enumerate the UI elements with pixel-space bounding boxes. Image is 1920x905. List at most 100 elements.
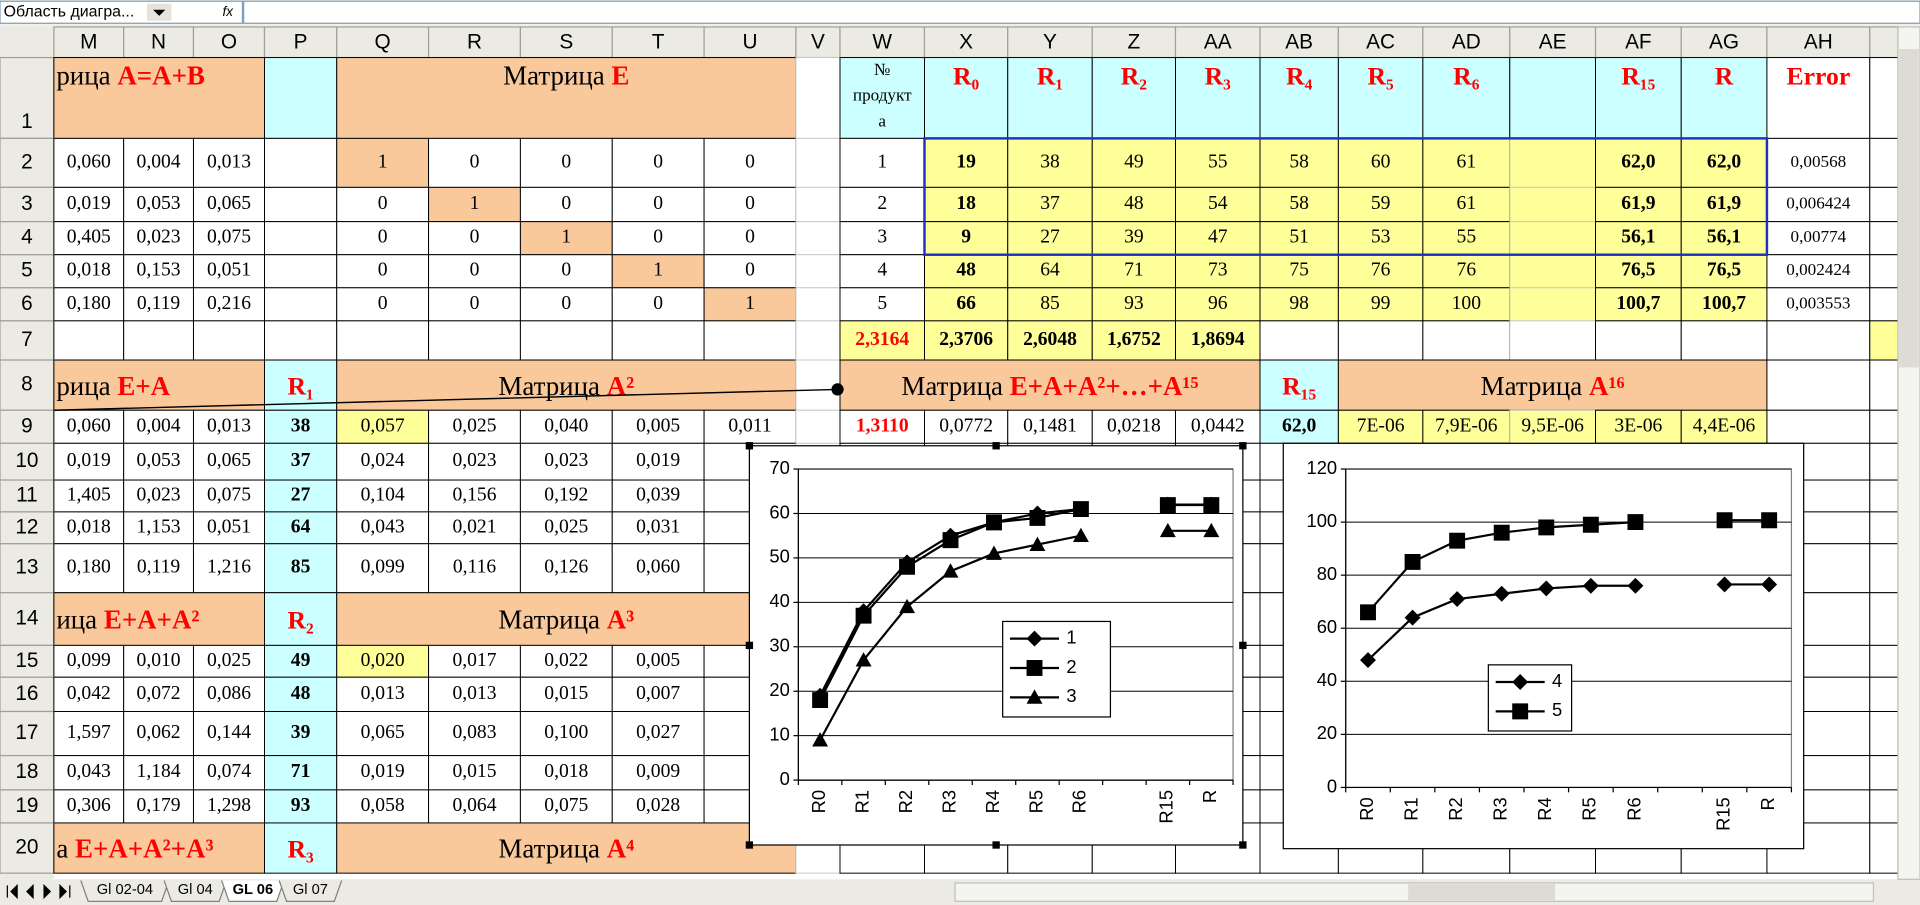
cell[interactable]: [1766, 359, 1871, 411]
cell[interactable]: [611, 789, 705, 824]
cell[interactable]: [336, 822, 797, 874]
cell[interactable]: [795, 57, 841, 139]
cell[interactable]: [1766, 254, 1871, 289]
cell[interactable]: [611, 711, 705, 757]
cell[interactable]: [795, 359, 841, 411]
cell[interactable]: [123, 755, 194, 791]
cell[interactable]: [611, 755, 705, 791]
cell[interactable]: [336, 543, 430, 594]
row-header[interactable]: [0, 479, 55, 513]
cell[interactable]: [264, 57, 338, 139]
cell[interactable]: [1869, 711, 1899, 757]
cell[interactable]: [336, 320, 430, 361]
cell[interactable]: [53, 511, 125, 545]
cell[interactable]: [123, 644, 194, 678]
cell[interactable]: [1680, 57, 1768, 139]
cell[interactable]: [1259, 221, 1339, 256]
column-header[interactable]: [1007, 26, 1093, 59]
column-header[interactable]: [1337, 26, 1424, 59]
cell[interactable]: [703, 186, 797, 223]
cell[interactable]: [192, 254, 265, 289]
column-header[interactable]: [427, 26, 522, 59]
cell[interactable]: [1259, 359, 1339, 411]
column-header[interactable]: [519, 26, 613, 59]
cell[interactable]: [1869, 320, 1899, 361]
fx-button[interactable]: fx: [223, 4, 235, 19]
cell[interactable]: [428, 543, 521, 594]
cell[interactable]: [1007, 186, 1093, 223]
cell[interactable]: [1175, 57, 1261, 139]
cell[interactable]: [1422, 287, 1511, 322]
cell[interactable]: [336, 789, 430, 824]
cell[interactable]: [53, 287, 125, 322]
cell[interactable]: [611, 442, 705, 481]
cell[interactable]: [264, 711, 338, 757]
name-box[interactable]: [0, 0, 244, 24]
cell[interactable]: [192, 442, 265, 481]
cell[interactable]: [123, 676, 194, 712]
cell[interactable]: [192, 137, 265, 188]
row-header[interactable]: [0, 254, 55, 289]
cell[interactable]: [123, 409, 194, 444]
cell[interactable]: [1766, 409, 1871, 444]
column-header[interactable]: [53, 26, 125, 59]
cell[interactable]: [1091, 254, 1176, 289]
cell[interactable]: [1509, 320, 1596, 361]
resize-handle[interactable]: [992, 442, 1000, 450]
cell[interactable]: [795, 287, 841, 322]
row-header[interactable]: [0, 186, 55, 223]
vertical-scroll-thumb[interactable]: [1899, 48, 1919, 368]
cell[interactable]: [123, 137, 194, 188]
column-header[interactable]: [1766, 26, 1871, 59]
resize-handle[interactable]: [745, 641, 754, 650]
cell[interactable]: [611, 137, 705, 188]
cell[interactable]: [1509, 221, 1596, 256]
cell[interactable]: [1422, 409, 1511, 444]
sheet-tab[interactable]: [163, 880, 228, 902]
cell[interactable]: [1337, 320, 1424, 361]
cell[interactable]: [192, 320, 265, 361]
cell[interactable]: [428, 755, 521, 791]
cell[interactable]: [519, 789, 613, 824]
cell[interactable]: [264, 254, 338, 289]
cell[interactable]: [1091, 409, 1176, 444]
cell[interactable]: [53, 789, 125, 824]
cell[interactable]: [264, 359, 338, 411]
column-header[interactable]: [1091, 26, 1177, 59]
cell[interactable]: [53, 320, 125, 361]
cell[interactable]: [1175, 287, 1261, 322]
cell[interactable]: [1869, 822, 1899, 874]
cell[interactable]: [1337, 186, 1424, 223]
cell[interactable]: [53, 254, 125, 289]
cell[interactable]: [1422, 320, 1511, 361]
cell[interactable]: [1007, 137, 1093, 188]
cell[interactable]: [1869, 186, 1899, 223]
row-header[interactable]: [0, 221, 55, 256]
cell[interactable]: [264, 592, 338, 646]
column-header[interactable]: [923, 26, 1009, 59]
cell[interactable]: [428, 186, 521, 223]
cell[interactable]: [839, 359, 1261, 411]
cell[interactable]: [1007, 57, 1093, 139]
cell[interactable]: [795, 254, 841, 289]
resize-handle[interactable]: [992, 841, 1000, 849]
cell[interactable]: [192, 789, 265, 824]
cell[interactable]: [1869, 592, 1899, 646]
cell[interactable]: [53, 755, 125, 791]
cell[interactable]: [1091, 287, 1176, 322]
cell[interactable]: [1007, 409, 1093, 444]
cell[interactable]: [336, 186, 430, 223]
cell[interactable]: [336, 479, 430, 513]
cell[interactable]: [1175, 409, 1261, 444]
cell[interactable]: [519, 254, 613, 289]
cell[interactable]: [1869, 57, 1899, 139]
cell[interactable]: [428, 442, 521, 481]
cell[interactable]: [1680, 409, 1768, 444]
cell[interactable]: [1422, 186, 1511, 223]
cell[interactable]: [123, 254, 194, 289]
cell[interactable]: [1680, 320, 1768, 361]
cell[interactable]: [1869, 644, 1899, 678]
cell[interactable]: [264, 221, 338, 256]
cell[interactable]: [1869, 287, 1899, 322]
cell[interactable]: [795, 186, 841, 223]
